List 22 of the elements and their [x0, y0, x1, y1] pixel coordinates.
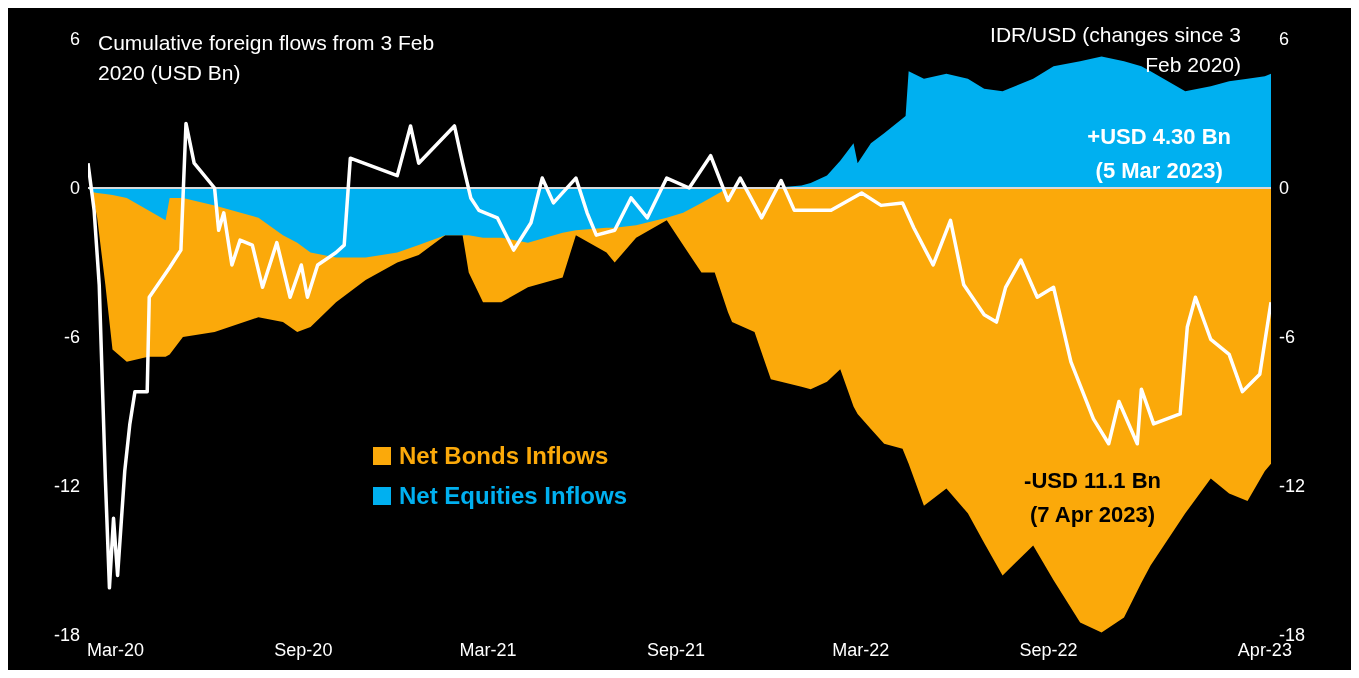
annotation: -USD 11.1 Bn (7 Apr 2023)	[1024, 467, 1161, 529]
x-tick-label: Sep-22	[1019, 639, 1078, 660]
y2-axis-title: IDR/USD (changes since 3 Feb 2020)	[989, 22, 1241, 78]
y-tick-label: -6	[63, 327, 80, 348]
line-series	[88, 121, 1271, 590]
legend-label: Net Equities Inflows	[399, 482, 628, 510]
y-tick-label: -18	[53, 625, 80, 646]
y-tick-label: -12	[53, 476, 80, 497]
x-tick-label: Sep-21	[646, 639, 705, 660]
x-tick-label: Sep-20	[274, 639, 333, 660]
y2-tick-label: 0	[1279, 178, 1290, 199]
y2-tick-label: -6	[1279, 327, 1296, 348]
x-tick-label: Mar-21	[459, 639, 517, 660]
x-tick-label: Mar-20	[87, 639, 145, 660]
y-axis-title: Cumulative foreign flows from 3 Feb 2020 (USD Bn)	[98, 30, 436, 86]
y-tick-label: 6	[69, 29, 80, 50]
legend-label: Net Bonds Inflows	[399, 442, 609, 470]
annotation: +USD 4.30 Bn (5 Mar 2023)	[1087, 123, 1231, 185]
x-tick-label: Mar-22	[832, 639, 890, 660]
y2-tick-label: 6	[1279, 29, 1290, 50]
y-tick-label: 0	[69, 178, 80, 199]
y2-tick-label: -12	[1279, 476, 1306, 497]
